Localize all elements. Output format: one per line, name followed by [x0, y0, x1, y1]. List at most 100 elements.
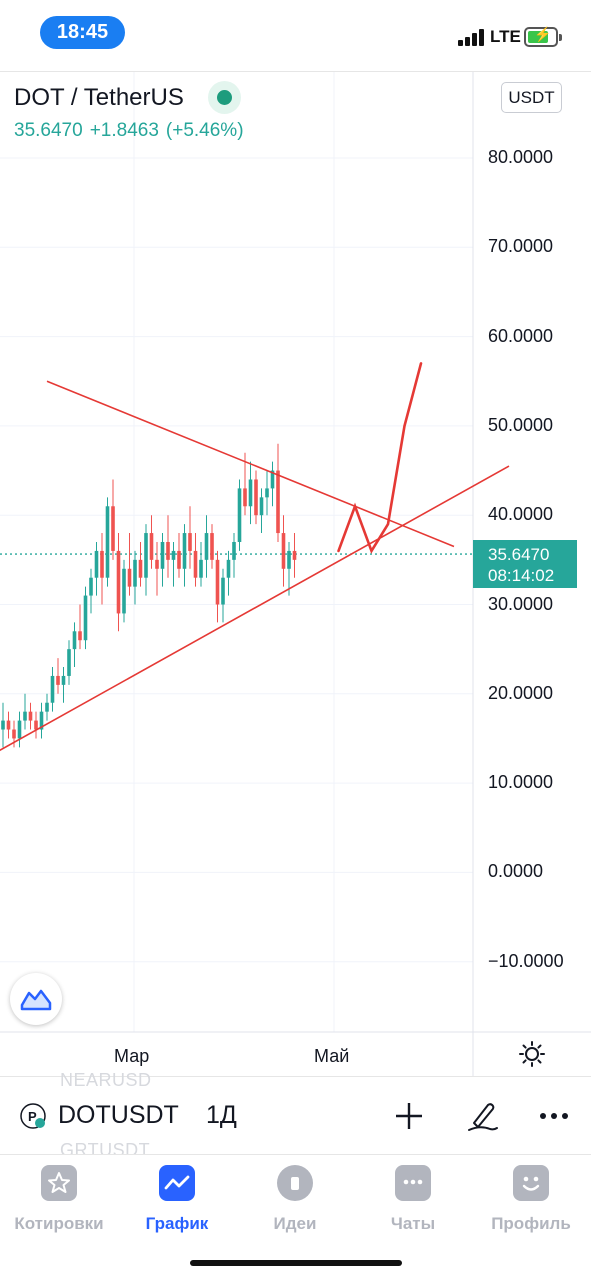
header-divider [0, 71, 591, 72]
lightbulb-icon [277, 1165, 313, 1201]
tab-label: Идеи [273, 1214, 317, 1233]
candle [276, 470, 280, 534]
candle [67, 649, 71, 676]
chart-line-icon [159, 1165, 195, 1201]
candle [105, 506, 110, 578]
price-chart[interactable] [0, 72, 591, 1076]
candle [6, 720, 11, 730]
candle [243, 488, 247, 507]
projection-curve [337, 362, 423, 554]
candle [133, 559, 137, 587]
tab-chats[interactable]: Чаты [354, 1165, 472, 1235]
candle [182, 533, 187, 569]
signal-icon [458, 28, 484, 46]
price-axis-label: 70.0000 [488, 236, 554, 257]
price-axis-label: 40.0000 [488, 504, 554, 525]
time-label-mar: Мар [114, 1046, 150, 1066]
interval-selector[interactable]: 1Д [206, 1101, 237, 1129]
countdown-label: 08:14:02 [488, 566, 555, 585]
symbol-title[interactable]: DOT / TetherUS [14, 84, 184, 111]
chart-type-button[interactable] [10, 973, 62, 1025]
candle [215, 559, 220, 605]
price-axis-label: 50.0000 [488, 414, 554, 435]
add-icon[interactable] [392, 1099, 426, 1133]
last-price: 35.6470 [14, 120, 83, 141]
battery-charging-icon: ⚡ [524, 26, 562, 47]
candle [204, 533, 209, 560]
price-axis-label: 80.0000 [488, 147, 554, 167]
candle [94, 550, 99, 578]
live-dot-icon [208, 81, 241, 114]
more-icon[interactable] [537, 1099, 571, 1133]
ghost-symbol: NEARUSD [60, 1070, 152, 1090]
candle [193, 550, 198, 578]
price-axis-label: 60.0000 [488, 325, 554, 346]
polkadot-logo-icon: P [20, 1103, 46, 1129]
candle [122, 568, 126, 614]
settings-icon[interactable] [519, 1041, 545, 1067]
tab-label: Профиль [491, 1214, 571, 1233]
candle [171, 550, 176, 560]
symbol-selector[interactable]: DOTUSDT [58, 1101, 179, 1129]
candle [155, 559, 159, 569]
candle [248, 479, 253, 507]
candle [50, 675, 55, 703]
candle [34, 720, 38, 730]
tab-label: График [145, 1214, 209, 1233]
candle [116, 550, 121, 614]
candle [100, 550, 104, 578]
candle [254, 479, 258, 516]
status-time[interactable]: 18:45 [40, 16, 125, 49]
candle [210, 533, 214, 560]
candle [221, 577, 225, 605]
candle [83, 595, 88, 641]
chat-icon [395, 1165, 431, 1201]
candle [270, 470, 275, 489]
candle [78, 631, 82, 641]
ascending-trendline [0, 465, 510, 752]
home-indicator [190, 1260, 402, 1266]
tab-profile[interactable]: Профиль [472, 1165, 590, 1235]
candle [61, 675, 66, 685]
candle [28, 711, 33, 721]
candle [17, 720, 22, 739]
current-price-tag: 35.6470 08:14:02 [473, 540, 577, 588]
time-label-may: Май [314, 1046, 350, 1066]
candle [199, 559, 203, 578]
area-chart-icon [20, 989, 52, 1011]
candle [232, 541, 236, 560]
tab-chart[interactable]: График [118, 1165, 236, 1235]
candle [127, 568, 132, 587]
price-change-percent: (+5.46%) [165, 120, 244, 141]
tab-bar: Котировки График Идеи Чаты Профиль [0, 1154, 591, 1280]
price-axis-label: 20.0000 [488, 682, 554, 703]
current-price-label: 35.6470 [488, 545, 550, 564]
tab-label: Чаты [390, 1214, 436, 1233]
svg-text:P: P [28, 1109, 37, 1124]
candle [149, 533, 154, 560]
candle [237, 488, 242, 542]
tab-quotes[interactable]: Котировки [0, 1165, 118, 1235]
descending-trendline [46, 380, 455, 548]
price-line: 35.6470 +1.8463 (+5.46%) [14, 120, 251, 142]
draw-icon[interactable] [466, 1099, 500, 1133]
candle [287, 550, 291, 569]
smile-icon [513, 1165, 549, 1201]
price-axis-label: 30.0000 [488, 593, 554, 614]
star-icon [41, 1165, 77, 1201]
candle [144, 533, 148, 578]
candle [177, 550, 181, 569]
tab-label: Котировки [14, 1214, 104, 1233]
candle [12, 729, 16, 739]
candle [265, 488, 269, 498]
chart-area[interactable] [0, 72, 591, 1076]
candle [1, 720, 5, 730]
price-change: +1.8463 [89, 120, 159, 141]
price-axis-label: −10.0000 [488, 950, 564, 971]
tab-ideas[interactable]: Идеи [236, 1165, 354, 1235]
candle [39, 711, 44, 730]
candle [259, 497, 264, 516]
candle [160, 541, 165, 569]
currency-button[interactable]: USDT [501, 82, 562, 113]
candle [281, 533, 286, 569]
